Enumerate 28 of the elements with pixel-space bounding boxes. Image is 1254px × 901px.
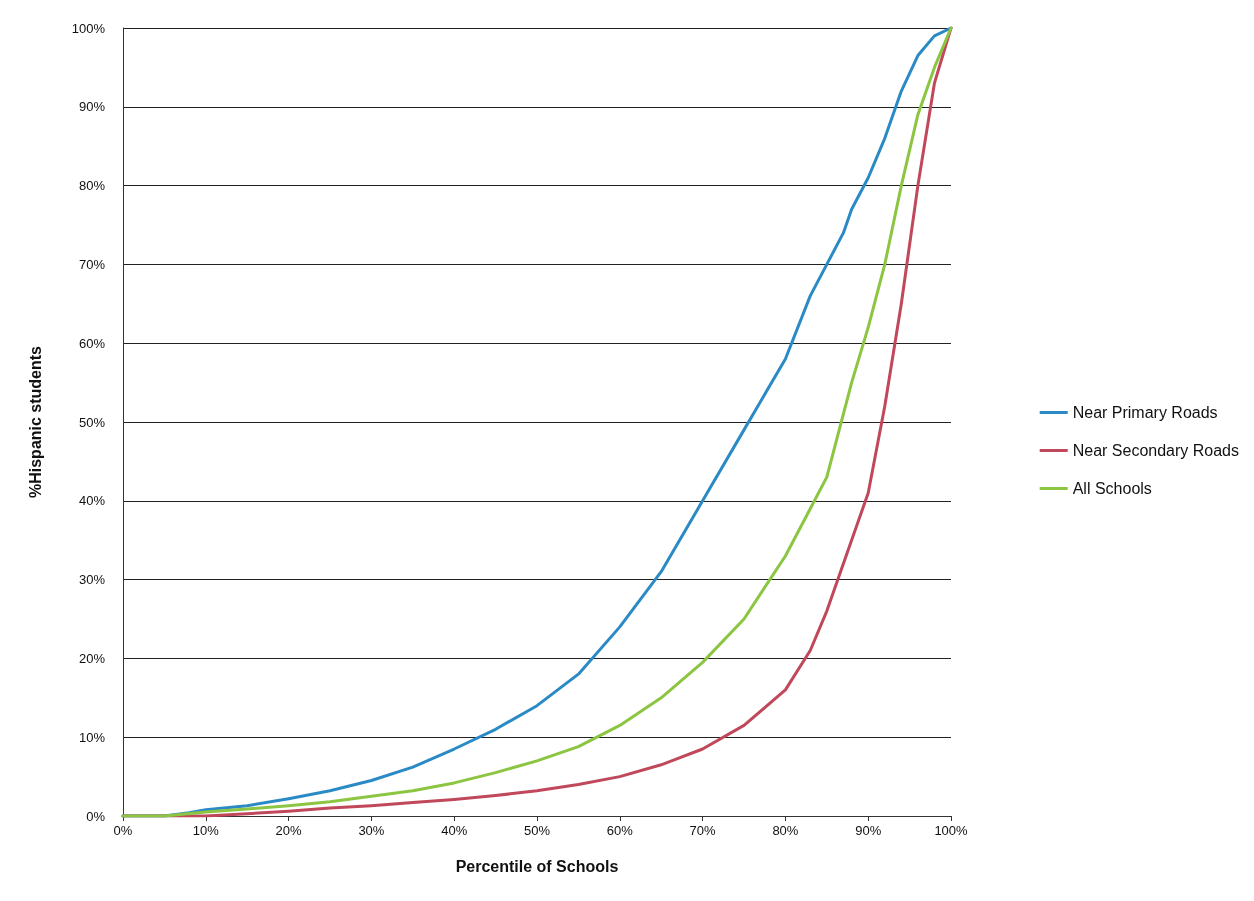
x-tick-label: 0% [113,823,133,838]
x-axis-title: Percentile of Schools [455,857,619,875]
x-tick-label: 10% [192,823,220,838]
y-axis-title: %Hispanic students [26,345,44,499]
y-tick-label: 40% [78,493,106,509]
legend-label: Near Secondary Roads [1072,442,1239,459]
x-tick-label: 60% [606,823,634,838]
y-tick-label: 20% [78,650,106,666]
legend-label: Near Primary Roads [1072,404,1218,421]
line-series [121,26,953,818]
y-tick-label: 80% [78,178,106,194]
x-tick-label: 90% [855,823,882,838]
y-tick-label: 0% [86,808,106,824]
y-tick-label: 30% [78,572,106,588]
y-tick-label: 70% [78,256,106,272]
x-tick-label: 20% [275,823,303,838]
y-tick-label: 50% [78,414,106,430]
x-tick-label: 40% [441,823,468,838]
y-tick-label: 90% [78,99,106,115]
legend-label: All Schools [1072,480,1152,497]
x-tick-label: 100% [934,823,969,838]
y-tick-label: 100% [71,20,106,36]
x-tick-label: 80% [772,823,799,838]
x-tick-label: 50% [523,823,551,838]
x-tick-label: 70% [689,823,717,838]
y-tick-label: 60% [78,335,106,351]
y-tick-label: 10% [78,729,106,745]
x-tick-label: 30% [358,823,385,838]
